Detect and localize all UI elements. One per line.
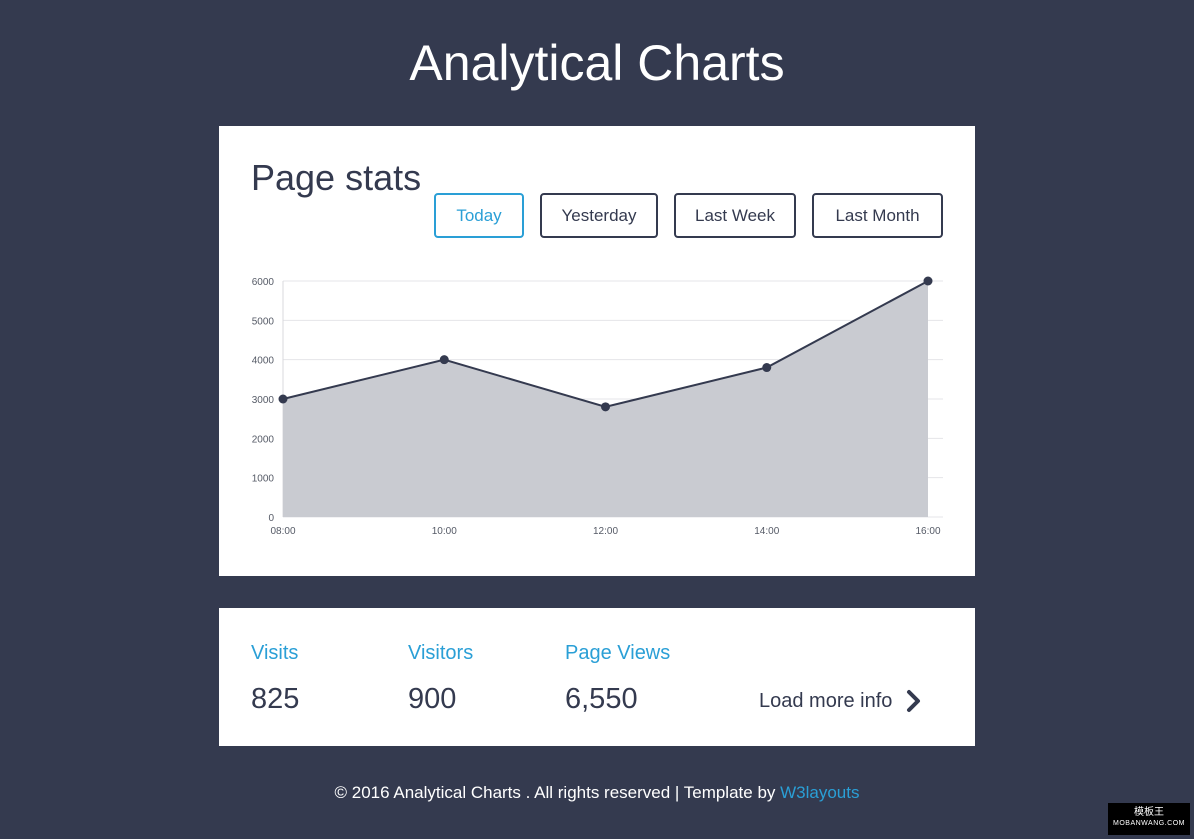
today-button[interactable]: Today bbox=[434, 193, 524, 238]
data-point bbox=[601, 402, 610, 412]
summary-card: Visits 825 Visitors 900 Page Views 6,550… bbox=[219, 608, 975, 746]
last-month-button[interactable]: Last Month bbox=[812, 193, 943, 238]
y-tick-label: 2000 bbox=[252, 434, 275, 445]
area-fill bbox=[283, 281, 928, 517]
metric-visits: Visits 825 bbox=[251, 640, 299, 717]
y-tick-label: 6000 bbox=[252, 277, 275, 288]
watermark-subtitle: MOBANWANG.COM bbox=[1113, 820, 1185, 827]
footer-link[interactable]: W3layouts bbox=[780, 783, 860, 802]
x-tick-label: 08:00 bbox=[270, 526, 295, 537]
yesterday-button[interactable]: Yesterday bbox=[540, 193, 658, 238]
y-tick-label: 1000 bbox=[252, 474, 275, 485]
metric-visitors: Visitors 900 bbox=[408, 640, 473, 717]
x-tick-label: 14:00 bbox=[754, 526, 779, 537]
card-title: Page stats bbox=[251, 157, 422, 198]
area-chart: 0 1000 2000 3000 4000 5000 6000 08:00 10:00 12:00… bbox=[252, 276, 943, 537]
page-title: Analytical Charts bbox=[409, 35, 785, 91]
load-more-label: Load more info bbox=[759, 690, 893, 712]
watermark-logo: 模板王 MOBANWANG.COM bbox=[1108, 803, 1190, 835]
metric-page-views: Page Views 6,550 bbox=[565, 640, 670, 717]
data-point bbox=[439, 355, 449, 365]
y-tick-label: 4000 bbox=[252, 356, 275, 367]
y-tick-label: 0 bbox=[268, 513, 274, 524]
metric-label-visitors: Visitors bbox=[408, 642, 474, 664]
metric-value-visitors: 900 bbox=[408, 683, 457, 715]
data-point bbox=[278, 394, 288, 404]
y-tick-label: 3000 bbox=[252, 395, 275, 406]
metric-value-visits: 825 bbox=[251, 683, 300, 715]
metric-label-visits: Visits bbox=[251, 642, 299, 664]
load-more-link[interactable]: Load more info bbox=[759, 686, 922, 716]
last-week-button[interactable]: Last Week bbox=[674, 193, 796, 238]
metric-value-page-views: 6,550 bbox=[565, 683, 638, 715]
x-tick-label: 16:00 bbox=[915, 526, 940, 537]
watermark-title: 模板王 bbox=[1134, 807, 1164, 818]
footer-text: © 2016 Analytical Charts . All rights re… bbox=[334, 783, 781, 802]
metric-label-page-views: Page Views bbox=[565, 642, 671, 664]
y-tick-label: 5000 bbox=[252, 316, 275, 327]
page-stats-card: Page stats Today Yesterday Last Week Las… bbox=[219, 126, 975, 576]
data-point bbox=[762, 363, 772, 373]
x-tick-label: 10:00 bbox=[432, 526, 457, 537]
chevron-right-icon bbox=[906, 689, 922, 713]
x-tick-label: 12:00 bbox=[593, 526, 618, 537]
footer: © 2016 Analytical Charts . All rights re… bbox=[0, 780, 1194, 806]
data-point bbox=[923, 276, 933, 286]
